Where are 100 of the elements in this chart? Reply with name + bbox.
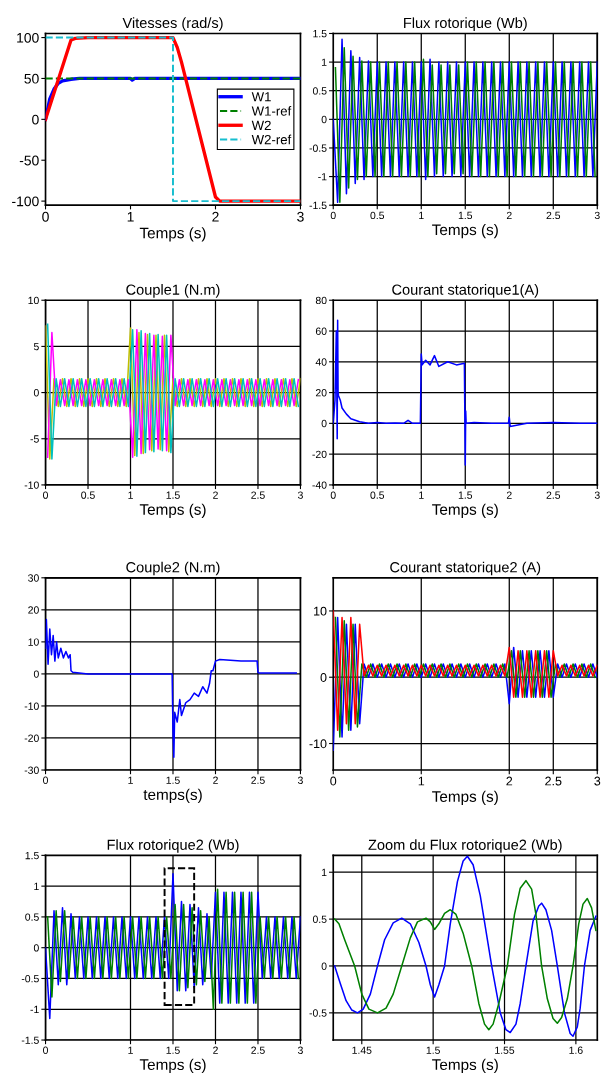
x-tick-label: 0 [330,211,336,220]
y-tick-label: 50 [24,73,39,84]
x-tick-label: 1.55 [495,1046,515,1054]
x-tick-label: 3 [297,776,303,784]
x-tick-label: 1.5 [166,1046,180,1054]
y-tick-label: 0 [33,670,39,678]
x-tick-label: 0 [43,1046,49,1054]
y-tick-label: 1.5 [313,30,327,38]
y-tick-label: 0 [33,389,39,397]
x-tick-label: 1 [128,491,133,499]
y-tick-label: -100 [12,196,39,207]
chart-title: Zoom du Flux rotorique2 (Wb) [368,839,562,853]
chart-title: Couple1 (N.m) [126,284,220,298]
x-tick-label: 3 [594,776,601,786]
y-tick-label: -20 [312,450,327,459]
x-tick-label: 1 [419,491,424,499]
x-tick-label: 2.5 [251,776,265,784]
y-tick-label: 10 [314,606,327,616]
x-axis-title: temps(s) [143,788,202,804]
x-tick-label: 2.5 [546,491,561,499]
chart-title: Courant statorique1(A) [392,284,539,298]
x-axis-title: Temps (s) [432,790,498,805]
y-tick-label: -10 [309,739,327,749]
x-tick-label: 1.5 [458,211,473,220]
y-tick-label: 0.5 [312,87,327,95]
y-tick-label: 0.5 [312,915,327,923]
y-tick-label: 60 [315,327,327,335]
y-tick-label: -40 [312,481,327,489]
x-tick-label: 2 [212,211,219,222]
x-tick-label: 1 [419,211,424,219]
y-tick-label: 0 [320,673,327,682]
x-axis-title: Temps (s) [432,1058,498,1074]
y-tick-label: -50 [19,155,39,166]
y-tick-label: -0.5 [309,1009,327,1017]
x-tick-label: 0.5 [370,491,385,499]
x-tick-label: 1.45 [352,1046,372,1054]
x-tick-label: 2.5 [251,491,265,499]
chart-title: Couple2 (N.m) [126,561,220,576]
y-tick-label: 40 [315,358,327,366]
y-tick-label: 0 [321,962,327,970]
y-tick-label: 100 [17,32,39,43]
y-tick-label: 0 [321,419,327,428]
y-tick-label: 1 [321,58,327,66]
x-tick-label: 2 [213,1046,218,1054]
x-tick-label: 1.5 [426,1046,440,1054]
x-tick-label: 2 [506,491,512,499]
y-tick-label: 0 [32,114,39,125]
x-tick-label: 1.5 [166,776,180,784]
x-axis-title: Temps (s) [432,503,498,518]
x-tick-label: 1.5 [458,491,473,499]
x-tick-label: 3 [297,211,304,222]
x-tick-label: 3 [594,211,600,220]
y-tick-label: -30 [24,766,39,774]
y-tick-label: 1 [34,882,39,890]
legend-label: W2-ref [251,134,292,145]
y-tick-label: -10 [24,702,39,710]
x-axis-title: Temps (s) [432,223,498,239]
x-tick-label: 0 [330,776,337,786]
legend-label: W1-ref [251,106,292,116]
y-tick-label: 5 [33,343,39,351]
x-tick-label: 3 [297,491,303,499]
y-tick-label: -10 [24,481,39,489]
y-tick-label: 0 [321,115,327,124]
x-tick-label: 2 [506,211,512,219]
x-tick-label: 3 [594,491,600,499]
y-tick-label: 1 [321,868,327,877]
y-tick-label: -1 [30,1005,39,1014]
x-tick-label: 1 [128,776,133,784]
x-tick-label: 2.5 [546,211,561,220]
x-axis-title: Temps (s) [139,227,206,242]
x-tick-label: 1.6 [569,1046,583,1054]
y-tick-label: 1.5 [25,851,39,860]
x-tick-label: 2 [213,776,218,784]
y-tick-label: -5 [30,435,39,443]
x-tick-label: 1 [127,211,134,222]
x-tick-label: 1 [128,1046,133,1054]
y-tick-label: -0.5 [21,974,39,983]
chart-title: Vitesses (rad/s) [122,17,223,31]
chart-title: Flux rotorique (Wb) [404,17,527,31]
x-axis-title: Temps (s) [139,503,206,518]
x-tick-label: 0 [43,776,49,784]
x-tick-label: 1 [418,776,425,786]
legend-label: W2 [251,120,271,130]
x-tick-label: 2 [506,776,513,786]
x-tick-label: 0 [43,491,49,499]
y-tick-label: -1.5 [21,1036,39,1044]
x-tick-label: 1.5 [166,491,180,499]
x-tick-label: 0 [330,491,336,499]
y-tick-label: 10 [28,638,39,646]
x-tick-label: 2.5 [545,776,562,786]
y-tick-label: 20 [315,389,327,397]
y-tick-label: 10 [28,296,39,305]
x-axis-title: Temps (s) [139,1058,206,1074]
x-tick-label: 2.5 [251,1046,265,1054]
legend-label: W1 [251,92,271,102]
y-tick-label: 0 [33,944,39,952]
y-tick-label: 20 [28,606,39,614]
x-tick-label: 2 [213,491,218,499]
x-tick-label: 0 [42,211,49,222]
chart-title: Flux rotorique2 (Wb) [107,839,239,853]
